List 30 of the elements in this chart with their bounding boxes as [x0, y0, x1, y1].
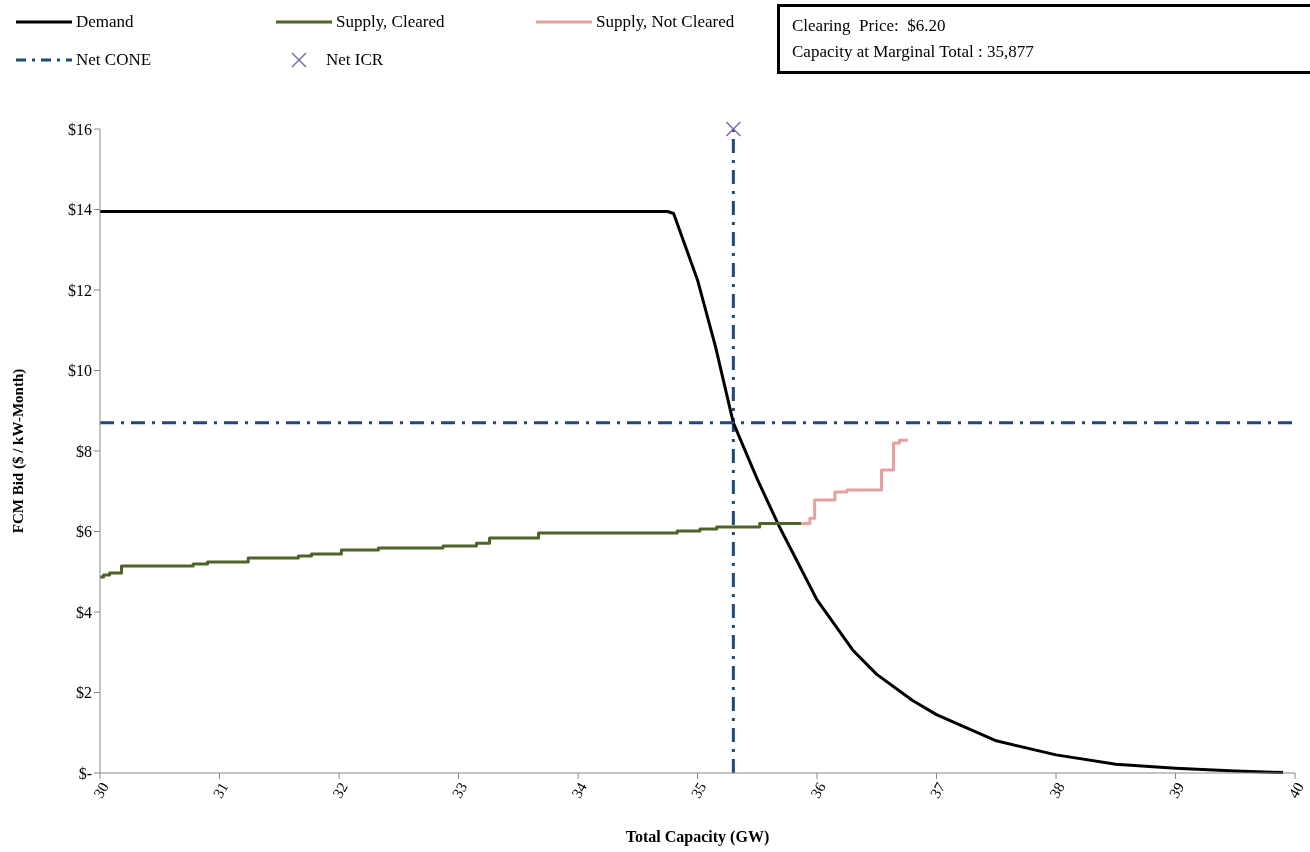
y-tick-label: $6	[76, 523, 92, 541]
x-tick-label: 33	[448, 779, 471, 801]
legend-label: Demand	[76, 12, 134, 32]
x-tick-label: 36	[807, 779, 830, 801]
x-tick-label: 31	[209, 779, 232, 801]
legend-label: Supply, Not Cleared	[596, 12, 735, 32]
y-tick-label: $8	[76, 442, 92, 460]
y-tick-label: $12	[68, 281, 92, 299]
y-tick-label: $14	[68, 201, 92, 219]
legend-label: Supply, Cleared	[336, 12, 445, 32]
x-tick-label: 37	[926, 779, 949, 801]
x-tick-label: 39	[1165, 779, 1188, 801]
x-tick-label: 34	[568, 779, 591, 801]
text: Capacity at Marginal Total : 35,877	[792, 41, 1035, 63]
y-tick-label: $-	[78, 764, 92, 782]
x-tick-label: 32	[329, 779, 351, 801]
x-tick-label: 35	[687, 779, 710, 801]
x-axis-title: Total Capacity (GW)	[625, 828, 770, 846]
x-tick-label: 30	[90, 779, 112, 801]
y-tick-label: $16	[68, 120, 92, 138]
line-series	[100, 210, 1285, 775]
y-axis-title: FCM Bid ($ / kW-Month)	[10, 368, 28, 534]
x-tick-label: 40	[1285, 779, 1307, 801]
text: Clearing Price: $6.20	[792, 15, 947, 37]
y-tick-label: $4	[76, 603, 92, 621]
x-tick-label: 38	[1046, 779, 1068, 801]
legend-label: Net CONE	[76, 50, 152, 70]
y-tick-label: $10	[68, 362, 92, 380]
y-tick-label: $2	[76, 684, 92, 702]
legend-label: Net ICR	[326, 50, 384, 70]
